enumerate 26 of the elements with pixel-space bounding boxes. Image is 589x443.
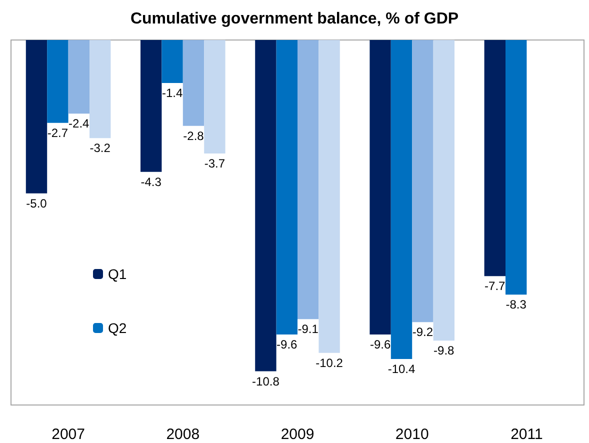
data-label: -4.3 — [140, 174, 162, 189]
data-label: -3.2 — [90, 141, 111, 156]
data-label: -9.2 — [412, 325, 434, 340]
data-label: -9.8 — [434, 344, 455, 358]
data-label: -3.7 — [204, 156, 226, 170]
data-label: -5.0 — [26, 196, 48, 210]
data-label: -1.4 — [162, 86, 183, 100]
x-tick-label: 2009 — [280, 426, 314, 443]
data-label: -10.8 — [252, 374, 280, 388]
data-label: -10.2 — [316, 356, 344, 370]
data-label: -10.4 — [388, 362, 416, 376]
legend-label: Q1 — [108, 266, 127, 282]
data-label: -9.6 — [276, 337, 298, 352]
chart-title: Cumulative government balance, % of GDP — [130, 10, 459, 28]
x-tick-label: 2008 — [166, 426, 200, 443]
x-tick-label: 2007 — [52, 426, 85, 443]
x-tick-label: 2011 — [510, 426, 543, 443]
data-label: -2.7 — [47, 126, 68, 140]
data-label: -9.6 — [370, 337, 391, 352]
data-label: -2.8 — [183, 128, 204, 143]
data-label: -7.7 — [484, 279, 506, 294]
data-label: -2.4 — [68, 116, 90, 131]
x-tick-label: 2010 — [395, 426, 429, 443]
data-label: -9.1 — [298, 322, 319, 336]
data-label: -8.3 — [506, 298, 527, 312]
legend-label: Q2 — [108, 320, 127, 336]
